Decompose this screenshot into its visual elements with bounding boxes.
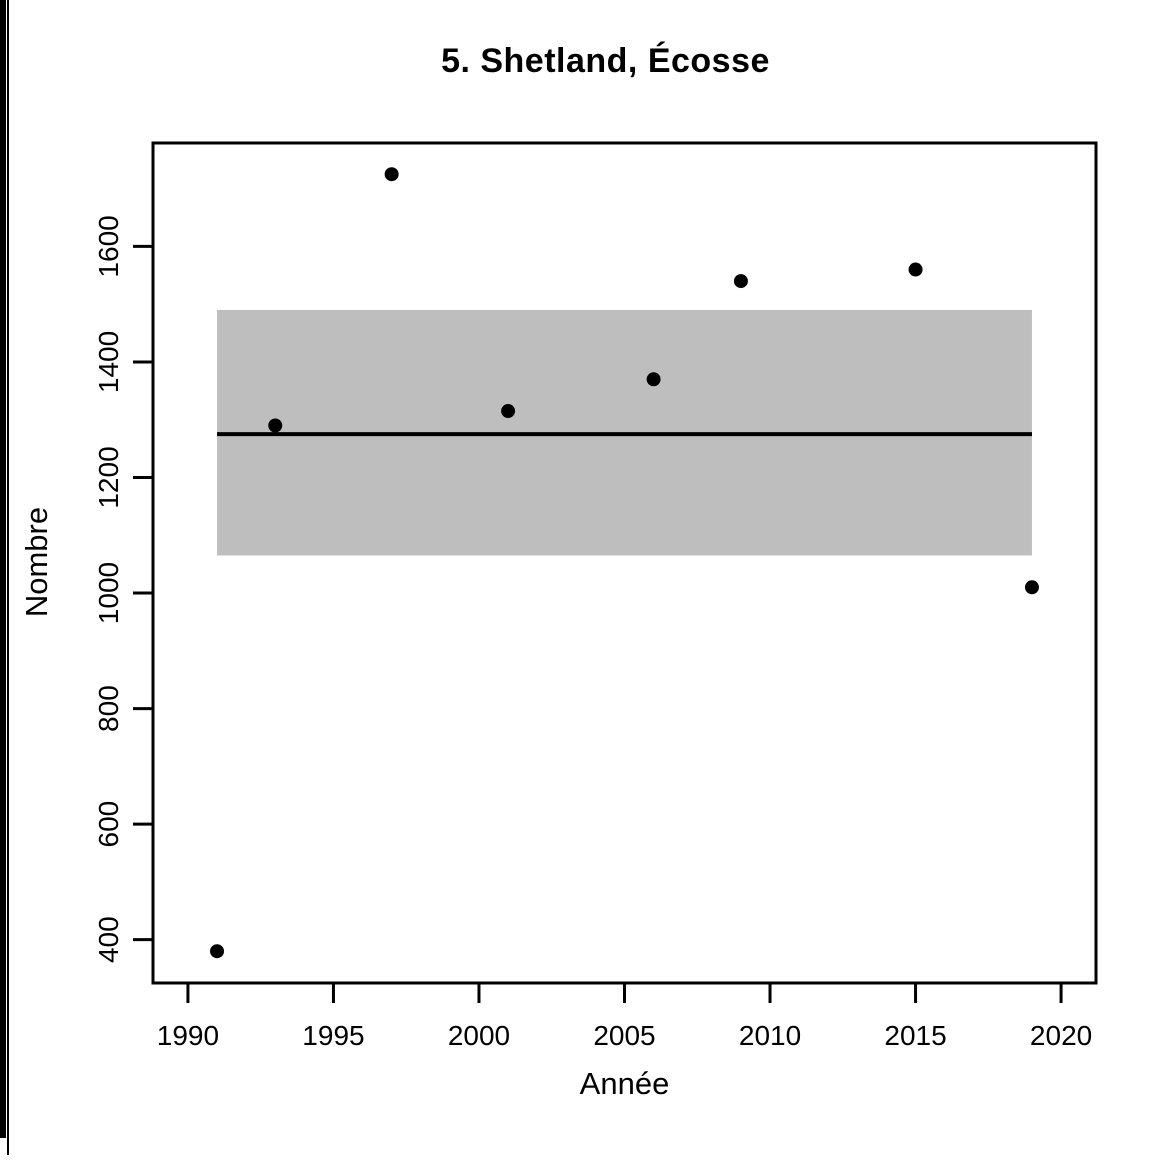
chart-title: 5. Shetland, Écosse	[441, 42, 770, 80]
data-point	[646, 372, 661, 387]
window-edge-bar-inner	[7, 0, 9, 1155]
x-tick-label: 1995	[302, 1020, 364, 1051]
y-tick-label: 800	[93, 685, 124, 732]
x-tick-label: 1990	[157, 1020, 219, 1051]
x-axis-title: Année	[579, 1066, 670, 1101]
x-tick-label: 2000	[448, 1020, 510, 1051]
data-point	[210, 944, 225, 959]
x-tick-label: 2005	[593, 1020, 655, 1051]
y-tick-label: 400	[93, 916, 124, 963]
window-edge-bar-outer	[0, 0, 6, 1138]
plot-box	[151, 141, 1098, 985]
x-tick-label: 2010	[739, 1020, 801, 1051]
data-point	[268, 418, 283, 433]
y-tick-label: 1200	[93, 446, 124, 508]
y-tick-label: 1400	[93, 331, 124, 393]
y-tick-label: 1000	[93, 562, 124, 624]
data-point	[908, 262, 923, 277]
data-point	[384, 167, 399, 182]
x-tick-label: 2015	[884, 1020, 946, 1051]
y-tick-label: 600	[93, 801, 124, 848]
data-point	[733, 274, 748, 289]
y-tick-label: 1600	[93, 215, 124, 277]
data-point	[1024, 580, 1039, 595]
x-tick-label: 2020	[1030, 1020, 1092, 1051]
data-point	[501, 404, 516, 419]
